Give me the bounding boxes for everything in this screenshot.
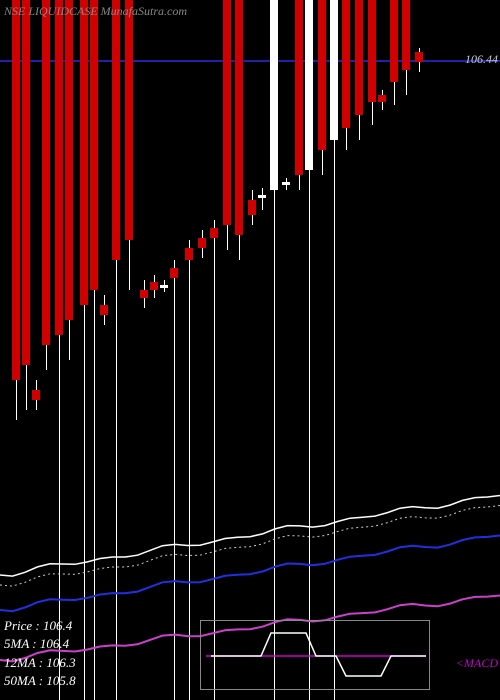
candle-body [42, 0, 50, 345]
candle-body [235, 0, 243, 235]
candle-body [22, 0, 30, 365]
candle-body [170, 268, 178, 278]
moving-averages-svg [0, 0, 500, 700]
candle-body [368, 0, 376, 102]
candle-body [390, 0, 398, 82]
info-line: 5MA : 106.4 [4, 635, 76, 653]
candle-body [198, 238, 206, 248]
candle-body [140, 290, 148, 298]
candle-body [415, 52, 423, 62]
candle-body [223, 0, 231, 225]
macd-inset-box [200, 620, 430, 690]
candle-body [100, 305, 108, 315]
info-line: Price : 106.4 [4, 617, 76, 635]
candle-body [185, 248, 193, 260]
candle-body [160, 285, 168, 288]
candle-body [295, 0, 303, 175]
candle-body [65, 0, 73, 320]
watermark-text: NSE LIQUIDCASE MunafaSutra.com [4, 4, 187, 19]
macd-svg [201, 621, 431, 691]
candle-wick [174, 260, 175, 700]
candle-wick [262, 188, 263, 210]
price-reference-label: 106.44 [465, 52, 498, 67]
candle-body [80, 0, 88, 305]
candle-body [248, 200, 256, 215]
candle-body [32, 390, 40, 400]
candle-body [402, 0, 410, 70]
candle-body [305, 0, 313, 170]
candle-body [355, 0, 363, 115]
info-panel: Price : 106.45MA : 106.412MA : 106.350MA… [4, 617, 76, 690]
candle-body [55, 0, 63, 335]
candle-body [258, 195, 266, 198]
macd-label: <MACD [456, 656, 498, 670]
candle-body [112, 0, 120, 260]
chart-container: NSE LIQUIDCASE MunafaSutra.com 106.44 Pr… [0, 0, 500, 700]
candle-body [378, 95, 386, 102]
candle-body [125, 0, 133, 240]
info-line: 50MA : 105.8 [4, 672, 76, 690]
candle-body [12, 0, 20, 380]
candle-body [318, 0, 326, 150]
candle-wick [189, 240, 190, 700]
price-reference-line [0, 60, 500, 62]
candle-body [150, 282, 158, 290]
candle-body [210, 228, 218, 238]
candle-body [270, 0, 278, 190]
candle-body [330, 0, 338, 140]
candle-body [90, 0, 98, 290]
candle-body [282, 182, 290, 185]
candle-body [342, 0, 350, 128]
info-line: 12MA : 106.3 [4, 654, 76, 672]
